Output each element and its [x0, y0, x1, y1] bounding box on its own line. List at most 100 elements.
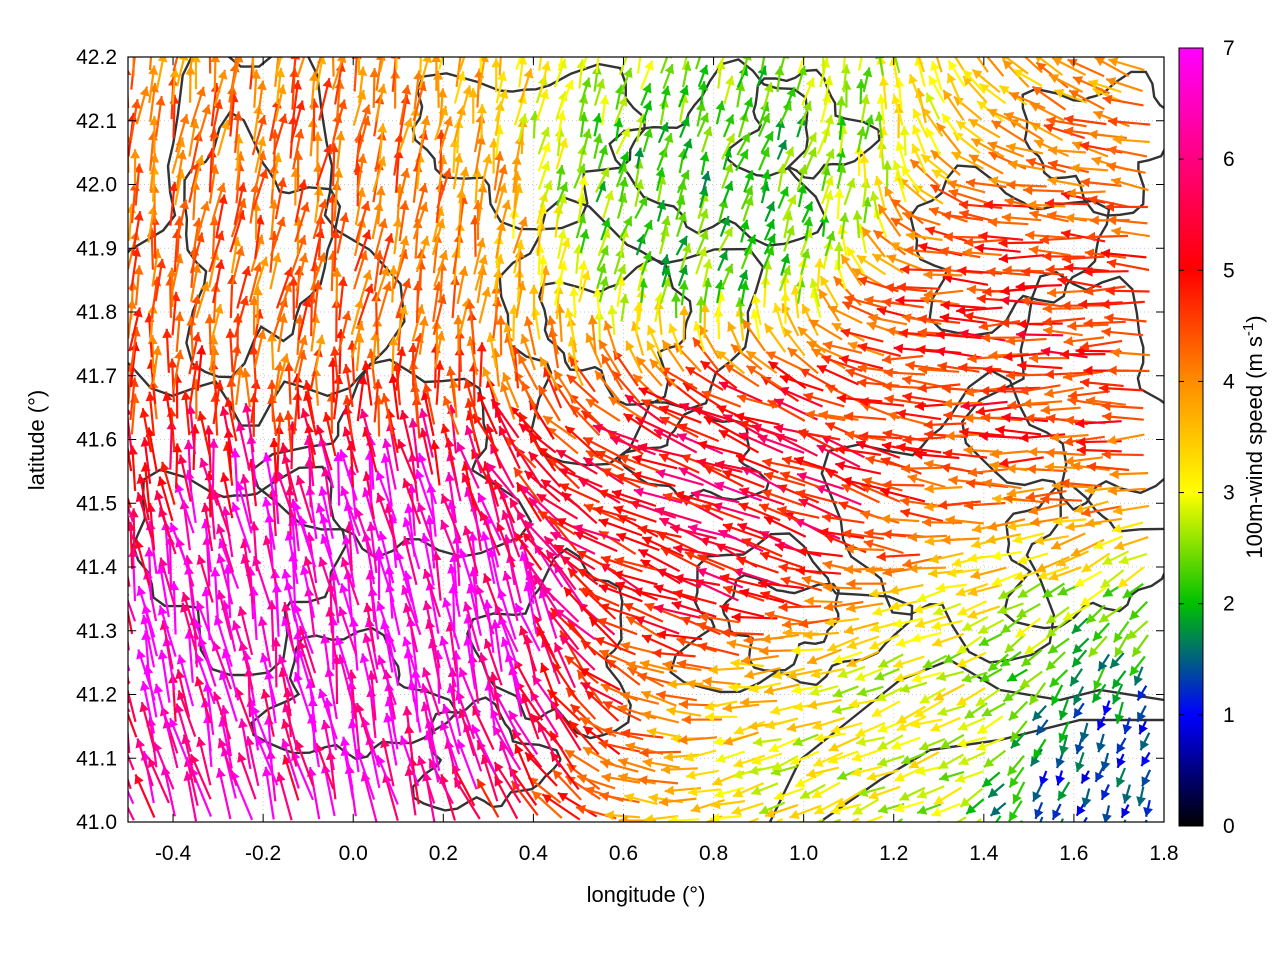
wind-arrow: [376, 492, 396, 541]
wind-arrow: [294, 201, 310, 243]
wind-arrow: [1001, 212, 1042, 223]
wind-arrow: [916, 785, 945, 799]
wind-arrow: [597, 489, 641, 508]
wind-arrow: [212, 691, 232, 740]
wind-arrow: [914, 615, 948, 629]
wind-arrow: [718, 381, 763, 403]
wind-arrow: [251, 114, 267, 156]
wind-arrow: [374, 266, 390, 303]
wind-arrow: [542, 415, 577, 440]
wind-arrow: [505, 436, 537, 469]
y-axis-ticks: 41.0 41.1 41.2 41.3 41.4 41.5 41.6 41.7 41.8 41.9…: [76, 46, 1164, 834]
wind-arrow: [967, 353, 1009, 364]
wind-arrow: [720, 263, 734, 289]
wind-arrow: [402, 705, 414, 756]
wind-arrow: [430, 440, 441, 486]
wind-arrow: [509, 497, 535, 542]
wind-arrow: [303, 556, 320, 605]
wind-arrow: [1008, 700, 1029, 722]
wind-arrow: [375, 470, 398, 522]
wind-arrow: [703, 415, 745, 440]
wind-arrow: [1001, 412, 1049, 423]
wind-arrow: [557, 57, 564, 72]
wind-arrow: [140, 437, 152, 484]
wind-arrow: [581, 128, 592, 155]
wind-arrow: [592, 112, 603, 137]
wind-arrow: [1070, 163, 1109, 174]
wind-arrow: [872, 229, 907, 256]
wind-arrow: [1102, 550, 1130, 566]
wind-arrow: [209, 216, 220, 257]
wind-arrow: [946, 179, 986, 194]
wind-arrow: [933, 786, 963, 806]
wind-arrow: [225, 328, 236, 372]
wind-arrow: [201, 586, 212, 641]
wind-arrow: [1138, 720, 1148, 735]
wind-arrow: [537, 141, 551, 172]
wind-arrow: [834, 188, 845, 220]
wind-arrow: [787, 347, 819, 375]
wind-arrow: [902, 392, 947, 404]
colorbar-label-end: ): [1242, 315, 1267, 322]
wind-arrow: [763, 323, 787, 353]
wind-arrow: [1092, 110, 1130, 128]
wind-arrow: [204, 314, 215, 355]
wind-arrow: [195, 201, 210, 240]
wind-arrow: [821, 355, 863, 373]
wind-arrow: [841, 529, 885, 540]
wind-arrow: [941, 535, 980, 545]
wind-arrow: [318, 486, 334, 539]
wind-arrow: [598, 339, 621, 374]
wind-arrow: [260, 688, 275, 737]
wind-arrow: [1083, 266, 1129, 277]
wind-arrow: [130, 247, 142, 291]
wind-arrow: [1021, 266, 1065, 277]
wind-arrow: [845, 246, 865, 275]
wind-arrow: [1055, 770, 1065, 786]
wind-arrow: [987, 141, 1025, 158]
wind-arrow: [812, 716, 845, 731]
wind-arrow: [736, 393, 778, 409]
wind-arrow: [1039, 770, 1049, 787]
wind-arrow: [1071, 617, 1089, 635]
wind-arrow: [140, 680, 156, 734]
wind-arrow: [715, 100, 726, 125]
wind-arrow: [819, 275, 839, 307]
wind-arrow: [757, 578, 805, 590]
wind-arrow: [582, 725, 621, 756]
wind-arrow: [1102, 94, 1144, 107]
wind-arrow: [1107, 365, 1150, 376]
wind-arrow: [1073, 500, 1109, 514]
wind-arrow: [540, 478, 580, 509]
wind-arrow: [1012, 781, 1026, 805]
wind-arrow: [513, 466, 541, 503]
y-tick-label: 41.1: [76, 747, 117, 770]
wind-arrow: [899, 125, 910, 156]
wind-arrow: [965, 798, 985, 815]
wind-arrow: [852, 798, 879, 816]
wind-arrow: [995, 815, 1002, 822]
wind-arrow: [462, 525, 479, 574]
wind-arrow: [771, 667, 806, 680]
wind-arrow: [136, 473, 150, 521]
wind-arrow: [1044, 386, 1084, 398]
wind-arrow: [576, 774, 616, 790]
wind-arrow: [987, 653, 1009, 672]
wind-arrow: [140, 750, 155, 804]
wind-arrow: [251, 69, 261, 108]
wind-arrow: [1062, 603, 1090, 621]
wind-arrow: [758, 146, 770, 171]
wind-arrow: [394, 550, 414, 603]
wind-arrow: [824, 617, 860, 627]
wind-arrow: [1039, 234, 1082, 245]
wind-arrow: [1106, 821, 1107, 822]
wind-arrow: [557, 237, 571, 270]
wind-arrow: [986, 108, 1022, 126]
wind-arrow: [553, 369, 577, 404]
wind-arrow: [717, 250, 728, 272]
wind-arrow: [740, 654, 779, 666]
wind-arrow: [1100, 752, 1111, 772]
wind-arrow: [979, 667, 1003, 683]
wind-arrow: [315, 424, 333, 471]
wind-arrow: [564, 307, 576, 341]
